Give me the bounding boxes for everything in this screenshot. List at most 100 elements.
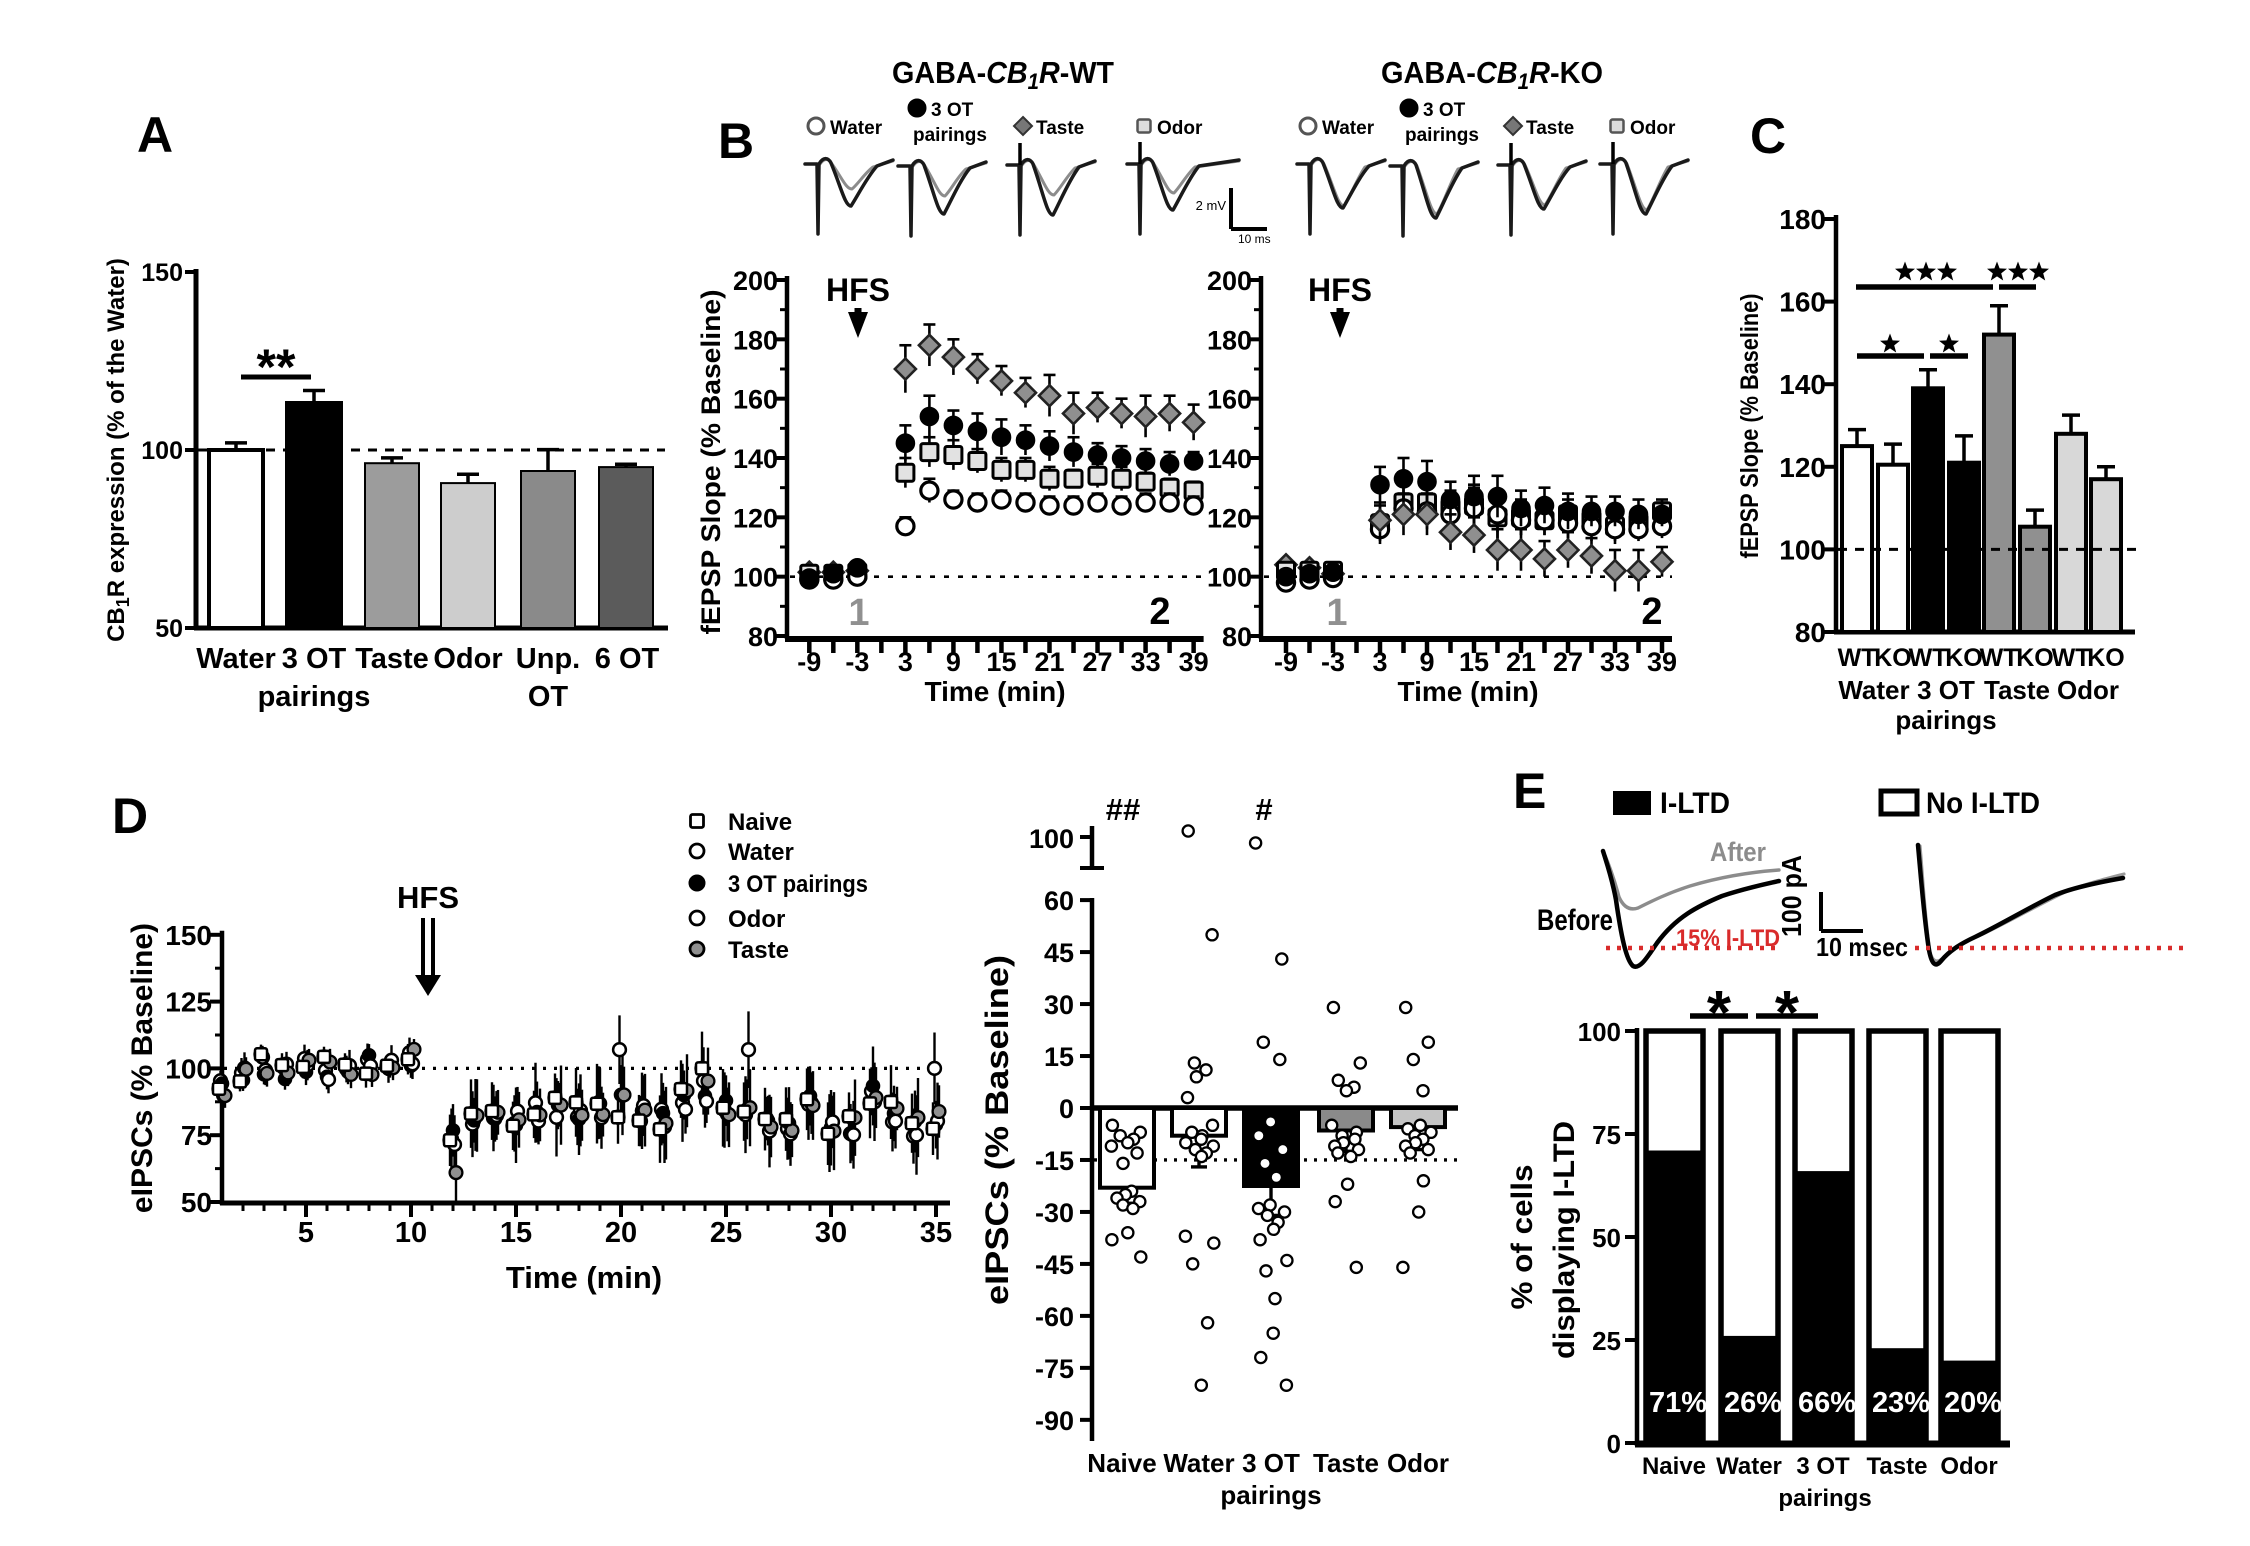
- svg-text:pairings: pairings: [913, 125, 987, 146]
- svg-text:75: 75: [1592, 1120, 1621, 1150]
- svg-text:-60: -60: [1035, 1302, 1074, 1332]
- svg-text:-3: -3: [1321, 647, 1345, 677]
- svg-text:Odor: Odor: [433, 643, 502, 675]
- svg-text:10 msec: 10 msec: [1816, 932, 1908, 962]
- svg-text:35: 35: [920, 1217, 952, 1249]
- svg-text:39: 39: [1647, 647, 1677, 677]
- svg-text:150: 150: [141, 259, 183, 287]
- svg-text:Naive: Naive: [1642, 1453, 1706, 1480]
- svg-text:100: 100: [1578, 1017, 1621, 1047]
- svg-text:No I-LTD: No I-LTD: [1926, 787, 2040, 820]
- svg-text:15: 15: [1459, 647, 1489, 677]
- svg-text:WT: WT: [1838, 644, 1877, 672]
- svg-text:Time (min): Time (min): [1397, 676, 1538, 707]
- svg-text:#: #: [1255, 792, 1272, 827]
- svg-text:180: 180: [1207, 325, 1252, 355]
- svg-text:Odor: Odor: [1630, 118, 1676, 139]
- svg-text:100 pA: 100 pA: [1776, 855, 1807, 937]
- svg-text:Time (min): Time (min): [506, 1260, 662, 1295]
- svg-text:200: 200: [1207, 266, 1252, 296]
- svg-text:50: 50: [1592, 1223, 1621, 1253]
- svg-text:50: 50: [155, 615, 183, 643]
- svg-text:-9: -9: [797, 647, 821, 677]
- svg-text:A: A: [137, 107, 173, 163]
- svg-text:*: *: [1775, 979, 1800, 1048]
- svg-text:*: *: [1707, 979, 1732, 1048]
- svg-text:21: 21: [1034, 647, 1064, 677]
- svg-text:% of cells: % of cells: [1506, 1165, 1539, 1310]
- svg-text:20%: 20%: [1944, 1387, 2002, 1419]
- svg-text:WT: WT: [1980, 644, 2019, 672]
- svg-text:80: 80: [1795, 617, 1826, 648]
- svg-text:1: 1: [1326, 592, 1347, 634]
- svg-text:27: 27: [1553, 647, 1583, 677]
- svg-text:Time (min): Time (min): [924, 676, 1065, 707]
- svg-text:Taste: Taste: [355, 643, 429, 675]
- svg-text:pairings: pairings: [1895, 705, 1996, 735]
- svg-text:3 OT pairings: 3 OT pairings: [728, 871, 868, 898]
- svg-text:1: 1: [848, 592, 869, 634]
- svg-text:80: 80: [748, 622, 778, 652]
- svg-text:3 OT: 3 OT: [1917, 675, 1975, 705]
- svg-text:-90: -90: [1035, 1406, 1074, 1436]
- svg-text:-15: -15: [1035, 1146, 1074, 1176]
- svg-text:71%: 71%: [1649, 1387, 1707, 1419]
- svg-text:0: 0: [1607, 1429, 1621, 1459]
- svg-text:100: 100: [165, 1053, 212, 1084]
- svg-text:30: 30: [1044, 990, 1074, 1020]
- svg-text:B: B: [718, 113, 754, 169]
- svg-text:39: 39: [1179, 647, 1209, 677]
- svg-text:HFS: HFS: [826, 272, 890, 308]
- svg-text:Odor: Odor: [728, 906, 785, 933]
- svg-text:15: 15: [500, 1217, 532, 1249]
- svg-text:100: 100: [141, 437, 183, 465]
- svg-text:60: 60: [1044, 886, 1074, 916]
- svg-text:15: 15: [1044, 1042, 1074, 1072]
- svg-text:160: 160: [1779, 287, 1826, 318]
- svg-text:140: 140: [1779, 369, 1826, 400]
- svg-text:-45: -45: [1035, 1250, 1074, 1280]
- svg-text:Naive: Naive: [1087, 1448, 1156, 1478]
- svg-text:3 OT: 3 OT: [282, 643, 347, 675]
- svg-text:45: 45: [1044, 938, 1074, 968]
- svg-text:Taste: Taste: [1867, 1453, 1928, 1480]
- svg-text:80: 80: [1222, 622, 1252, 652]
- svg-text:Odor: Odor: [1387, 1448, 1449, 1478]
- svg-text:100: 100: [1207, 563, 1252, 593]
- svg-text:C: C: [1750, 108, 1786, 164]
- svg-text:Water: Water: [1322, 118, 1375, 139]
- svg-text:26%: 26%: [1724, 1387, 1782, 1419]
- svg-text:I-LTD: I-LTD: [1660, 787, 1730, 820]
- svg-text:15% I-LTD: 15% I-LTD: [1676, 925, 1780, 952]
- svg-text:##: ##: [1106, 792, 1140, 827]
- svg-text:Water: Water: [728, 839, 794, 866]
- svg-text:Odor: Odor: [1940, 1453, 1997, 1480]
- svg-text:HFS: HFS: [1308, 272, 1372, 308]
- svg-text:3: 3: [898, 647, 913, 677]
- svg-text:Odor: Odor: [2057, 675, 2119, 705]
- svg-text:E: E: [1513, 763, 1546, 819]
- svg-text:D: D: [112, 788, 148, 844]
- svg-text:Taste: Taste: [1526, 118, 1574, 139]
- svg-text:Taste: Taste: [1036, 118, 1084, 139]
- svg-text:140: 140: [733, 444, 778, 474]
- svg-text:fEPSP Slope (% Baseline): fEPSP Slope (% Baseline): [1736, 294, 1764, 559]
- svg-text:eIPSCs (% Baseline): eIPSCs (% Baseline): [126, 923, 159, 1213]
- svg-text:Naive: Naive: [728, 809, 792, 836]
- svg-text:3 OT: 3 OT: [1796, 1453, 1850, 1480]
- svg-text:-30: -30: [1035, 1198, 1074, 1228]
- svg-text:Taste: Taste: [728, 937, 789, 964]
- svg-text:150: 150: [165, 920, 212, 951]
- svg-text:6 OT: 6 OT: [595, 643, 660, 675]
- svg-text:3 OT: 3 OT: [1423, 100, 1466, 121]
- svg-text:pairings: pairings: [1405, 125, 1479, 146]
- svg-text:10: 10: [395, 1217, 427, 1249]
- svg-text:HFS: HFS: [397, 880, 459, 915]
- svg-text:Water: Water: [1838, 675, 1909, 705]
- svg-text:Unp.: Unp.: [516, 643, 580, 675]
- svg-text:15: 15: [986, 647, 1016, 677]
- svg-text:66%: 66%: [1798, 1387, 1856, 1419]
- svg-text:KO: KO: [2016, 644, 2054, 672]
- svg-text:9: 9: [1419, 647, 1434, 677]
- svg-text:160: 160: [733, 385, 778, 415]
